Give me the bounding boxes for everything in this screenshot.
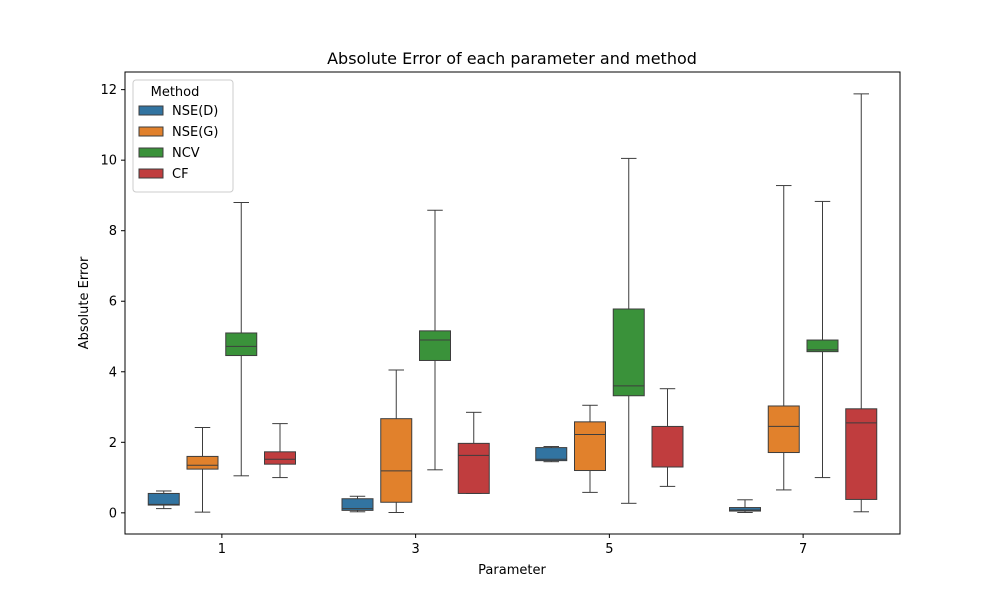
box-iqr [380,418,413,503]
box-NCV-param-3 [419,209,451,471]
legend-label-NSE(G): NSE(G) [172,125,218,140]
y-tick-label-2: 2 [109,436,117,451]
axes: 0 2 4 6 8 10 12 1 3 5 7 [100,83,807,557]
chart-title: Absolute Error of each parameter and met… [327,49,697,68]
box-NSE(D)-param-1 [147,490,180,510]
box-NSE(D)-param-5 [535,446,568,463]
box-iqr [612,308,645,397]
y-tick-label-6: 6 [109,295,117,310]
box-iqr [147,492,180,506]
legend-swatch-NSE(D) [138,105,164,116]
x-tick-label-7: 7 [799,542,807,557]
y-tick-label-4: 4 [109,365,117,380]
x-tick-label-3: 3 [411,542,419,557]
box-CF-param-7 [845,93,878,513]
y-tick-label-10: 10 [100,154,117,169]
legend-title: Method [151,85,200,100]
box-CF-param-3 [457,411,490,494]
x-axis-label: Parameter [478,563,546,578]
legend-swatch-NSE(G) [138,126,164,137]
box-NCV-param-5 [612,157,645,504]
legend-swatch-NCV [138,147,164,158]
box-NSE(D)-param-3 [341,495,374,513]
box-CF-param-1 [264,423,296,479]
y-tick-label-0: 0 [109,506,117,521]
box-iqr [806,339,839,353]
x-tick-label-1: 1 [218,542,226,557]
box-NSE(G)-param-7 [767,185,800,491]
box-NCV-param-1 [225,201,258,477]
box-NCV-param-7 [806,200,839,479]
box-iqr [186,455,219,470]
box-iqr [845,408,878,500]
box-NSE(G)-param-1 [186,426,219,513]
box-iqr [535,447,568,462]
box-NSE(D)-param-7 [729,499,761,513]
x-tick-label-5: 5 [605,542,613,557]
legend-swatch-CF [138,168,164,179]
box-iqr [767,405,800,454]
legend-label-CF: CF [172,167,189,182]
box-iqr [419,330,451,361]
legend-label-NSE(D): NSE(D) [172,104,218,119]
plot-area [147,93,878,513]
box-NSE(G)-param-3 [380,369,413,513]
box-CF-param-5 [651,388,684,487]
legend-label-NCV: NCV [172,146,200,161]
y-axis-label: Absolute Error [77,256,92,349]
box-iqr [651,425,684,468]
box-iqr [341,498,374,511]
box-iqr [729,507,761,512]
plot-frame [124,71,901,535]
legend: Method NSE(D) NSE(G) NCV CF [132,79,234,193]
box-iqr [264,451,296,465]
box-NSE(G)-param-5 [574,404,606,493]
box-iqr [225,332,258,357]
y-tick-label-12: 12 [100,83,117,98]
box-iqr [457,442,490,494]
y-tick-label-8: 8 [109,224,117,239]
box-iqr [574,421,606,472]
